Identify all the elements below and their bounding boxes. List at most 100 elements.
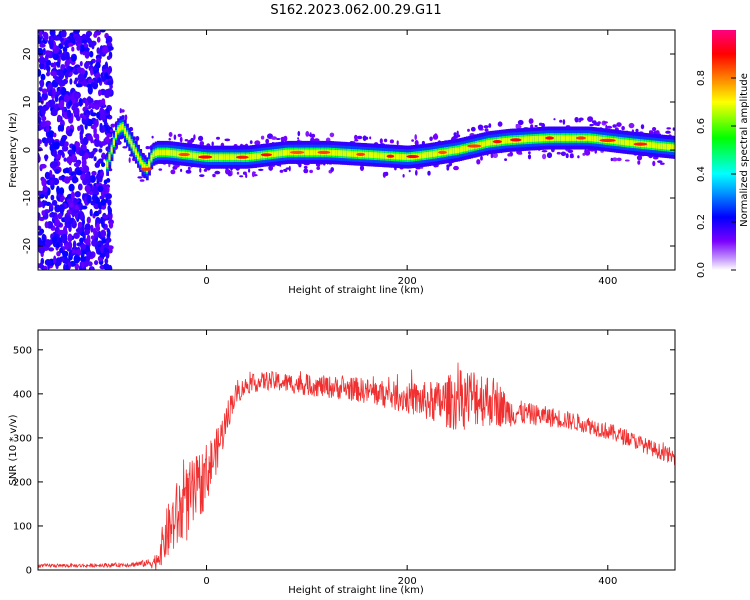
heatmap-halo-cell	[288, 165, 291, 172]
heatmap-noise-cell	[81, 205, 88, 210]
heatmap-noise-cell	[106, 107, 109, 114]
heatmap-noise-cell	[95, 217, 101, 226]
heatmap-ridge-cell	[523, 136, 527, 143]
heatmap-noise-cell	[95, 118, 99, 128]
heatmap-halo-cell	[330, 167, 335, 172]
heatmap-noise-cell	[62, 250, 69, 257]
heatmap-ridge-cell	[421, 152, 425, 159]
heatmap-noise-cell	[66, 156, 73, 164]
heatmap-halo-cell	[402, 174, 405, 178]
heatmap-noise-cell	[90, 174, 96, 183]
heatmap-noise-cell	[82, 218, 85, 226]
heatmap-ridge-cell	[349, 150, 352, 157]
heatmap-ridge-cell	[616, 138, 619, 145]
heatmap-noise-cell	[90, 224, 94, 233]
heatmap-halo-cell	[476, 159, 481, 165]
heatmap-ridge-cell	[404, 154, 407, 160]
heatmap-noise-cell	[63, 263, 67, 270]
heatmap-noise-cell	[72, 197, 78, 204]
heatmap-noise-cell	[87, 97, 94, 104]
heatmap-ridge-cell	[567, 135, 571, 141]
heatmap-halo-cell	[612, 124, 617, 128]
heatmap-halo-cell	[211, 141, 214, 147]
heatmap-noise-cell	[60, 86, 67, 96]
heatmap-halo-cell	[216, 136, 220, 140]
heatmap-ridge-cell	[157, 149, 160, 156]
heatmap-noise-cell	[109, 84, 113, 90]
heatmap-halo-cell	[534, 125, 538, 127]
heatmap-ridge-cell	[134, 149, 138, 155]
y-tick-label: -10	[22, 190, 33, 206]
heatmap-noise-cell	[39, 43, 46, 48]
heatmap-halo-cell	[265, 138, 270, 144]
heatmap-halo-cell	[414, 134, 418, 141]
heatmap-halo-cell	[515, 124, 522, 129]
heatmap-halo-cell	[562, 119, 566, 125]
heatmap-halo-cell	[184, 139, 189, 142]
heatmap-ridge-cell	[280, 150, 284, 157]
heatmap-ridge-cell	[574, 135, 577, 141]
heatmap-ridge-cell	[521, 136, 524, 143]
heatmap-ridge-cell	[397, 153, 401, 160]
heatmap-noise-cell	[99, 30, 106, 33]
heatmap-noise-cell	[90, 137, 94, 144]
heatmap-noise-cell	[40, 73, 46, 81]
heatmap-noise-cell	[86, 118, 93, 127]
heatmap-noise-cell	[40, 107, 46, 116]
heatmap-noise-cell	[87, 178, 91, 185]
heatmap-ridge-cell	[344, 150, 348, 157]
heatmap-peak-cell	[633, 142, 648, 146]
heatmap-noise-cell	[57, 229, 65, 236]
heatmap-noise-cell	[91, 170, 97, 176]
heatmap-noise-cell	[94, 197, 100, 204]
heatmap-halo-cell	[193, 134, 196, 141]
heatmap-ridge-cell	[505, 137, 509, 144]
heatmap-ridge-cell	[585, 135, 588, 141]
heatmap-ridge-cell	[256, 153, 260, 159]
heatmap-ridge-cell	[428, 151, 432, 158]
heatmap-noise-cell	[40, 120, 47, 128]
heatmap-ridge-cell	[613, 138, 617, 144]
heatmap-noise-cell	[77, 221, 83, 228]
heatmap-noise-cell	[86, 216, 91, 224]
heatmap-noise-cell	[38, 47, 44, 56]
heatmap-halo-cell	[659, 162, 665, 165]
heatmap-noise-cell	[77, 73, 85, 83]
heatmap-noise-cell	[100, 171, 104, 177]
heatmap-noise-cell	[98, 209, 102, 215]
heatmap-noise-cell	[80, 243, 87, 250]
heatmap-peak-cell	[467, 144, 482, 148]
heatmap-halo-cell	[354, 134, 358, 140]
heatmap-ridge-cell	[393, 153, 396, 160]
heatmap-halo-cell	[203, 168, 208, 172]
heatmap-halo-cell	[624, 159, 630, 162]
heatmap-noise-cell	[69, 36, 75, 43]
heatmap-noise-cell	[101, 230, 106, 238]
heatmap-ridge-cell	[373, 152, 377, 159]
heatmap-halo-cell	[362, 135, 367, 141]
heatmap-noise-cell	[96, 222, 100, 231]
heatmap-noise-cell	[99, 107, 104, 115]
heatmap-halo-cell	[198, 135, 204, 142]
heatmap-halo-cell	[180, 168, 183, 172]
heatmap-peak-cell	[438, 150, 447, 154]
heatmap-noise-cell	[38, 237, 42, 246]
y-tick-label: 0	[26, 566, 32, 577]
heatmap-ridge-cell	[110, 146, 114, 153]
spectrogram-y-ticks: -20 -10 0 10 20	[22, 48, 675, 254]
snr-x-ticks: 0 200 400	[203, 330, 617, 587]
heatmap-noise-cell	[100, 141, 107, 146]
heatmap-ridge-cell	[468, 144, 471, 151]
heatmap-halo-cell	[297, 137, 300, 140]
heatmap-noise-cell	[101, 198, 106, 206]
heatmap-noise-cell	[53, 140, 60, 150]
heatmap-ridge-cell	[589, 135, 593, 142]
heatmap-ridge-cell	[618, 138, 621, 145]
heatmap-noise-cell	[96, 160, 101, 166]
heatmap-noise-cell	[103, 179, 108, 185]
heatmap-noise-cell	[72, 218, 76, 226]
heatmap-ridge-cell	[529, 136, 533, 142]
heatmap-noise-cell	[102, 185, 108, 193]
heatmap-ridge-cell	[543, 135, 546, 142]
heatmap-halo-cell	[214, 170, 221, 175]
